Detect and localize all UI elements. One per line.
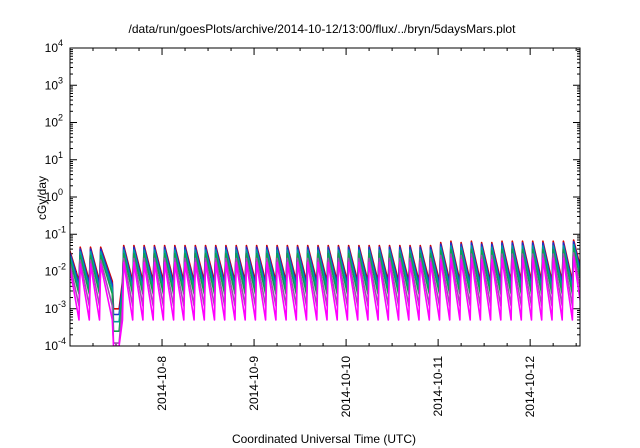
y-tick-exponent: 0 xyxy=(58,187,63,197)
series-group xyxy=(70,239,580,346)
y-tick-label: 10 xyxy=(45,339,59,353)
y-tick-exponent: 2 xyxy=(58,113,63,123)
x-tick-label: 2014-10-8 xyxy=(155,356,169,411)
x-tick-label: 2014-10-11 xyxy=(431,356,445,417)
chart-title: /data/run/goesPlots/archive/2014-10-12/1… xyxy=(129,22,517,36)
x-tick-label: 2014-10-12 xyxy=(523,356,537,418)
x-tick-label: 2014-10-10 xyxy=(339,356,353,418)
y-tick-label: 10 xyxy=(45,227,59,241)
y-tick-label: 10 xyxy=(45,302,59,316)
y-tick-label: 10 xyxy=(45,116,59,130)
y-tick-exponent: 3 xyxy=(58,75,63,85)
y-tick-label: 10 xyxy=(45,41,59,55)
y-tick-label: 10 xyxy=(45,78,59,92)
y-tick-exponent: 1 xyxy=(58,150,63,160)
y-tick-exponent: 4 xyxy=(58,38,63,48)
y-tick-exponent: -2 xyxy=(58,262,66,272)
series-line-4 xyxy=(70,247,580,332)
series-line-6 xyxy=(70,256,580,346)
x-axis-ticks: 2014-10-8 2014-10-9 2014-10-10 2014-10-11 20… xyxy=(69,48,577,418)
y-tick-label: 10 xyxy=(45,265,59,279)
y-tick-exponent: -3 xyxy=(58,299,66,309)
plot-frame xyxy=(69,47,581,347)
y-tick-label: 10 xyxy=(45,190,59,204)
x-axis-label: Coordinated Universal Time (UTC) xyxy=(232,432,416,446)
series-line-5 xyxy=(70,252,580,344)
y-tick-label: 10 xyxy=(45,153,59,167)
y-tick-exponent: -1 xyxy=(58,224,66,234)
y-tick-exponent: -4 xyxy=(58,336,66,346)
y-axis-label: cGy/day xyxy=(35,176,49,220)
x-tick-label: 2014-10-9 xyxy=(247,356,261,411)
